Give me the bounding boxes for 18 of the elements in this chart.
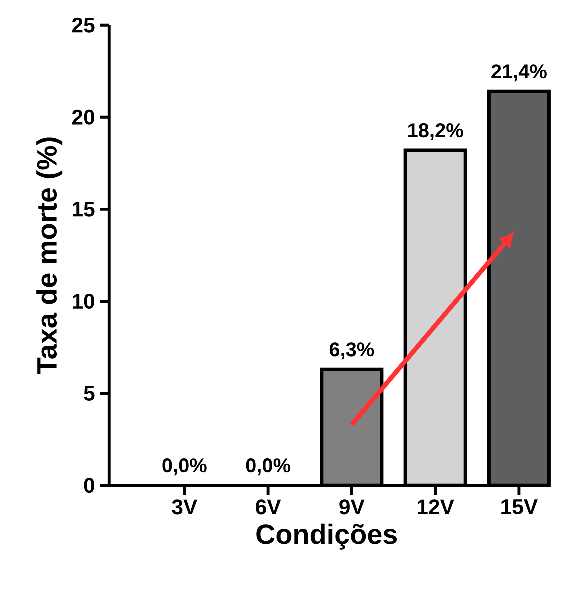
data-label: 0,0% [162,458,208,476]
data-label: 18,2% [408,124,464,141]
y-axis-title: Taxa de morte (%) [36,138,63,374]
x-tick-label: 12V [418,500,454,514]
data-label: 6,3% [330,342,374,360]
x-tick-label: 3V [172,500,198,515]
x-tick-label: 6V [256,500,282,515]
y-tick-label: 25 [72,18,95,33]
y-tick-label: 0 [84,478,95,494]
data-label: 0,0% [246,458,291,476]
y-tick-label: 20 [72,110,95,125]
y-tick-label: 15 [73,202,95,217]
x-axis-title: Condições [256,524,398,550]
y-tick-label: 5 [84,386,95,401]
x-tick-label: 15V [502,500,538,514]
data-label: 21,4% [492,64,548,82]
x-tick-label: 9V [340,500,365,515]
y-tick-label: 10 [73,294,95,310]
